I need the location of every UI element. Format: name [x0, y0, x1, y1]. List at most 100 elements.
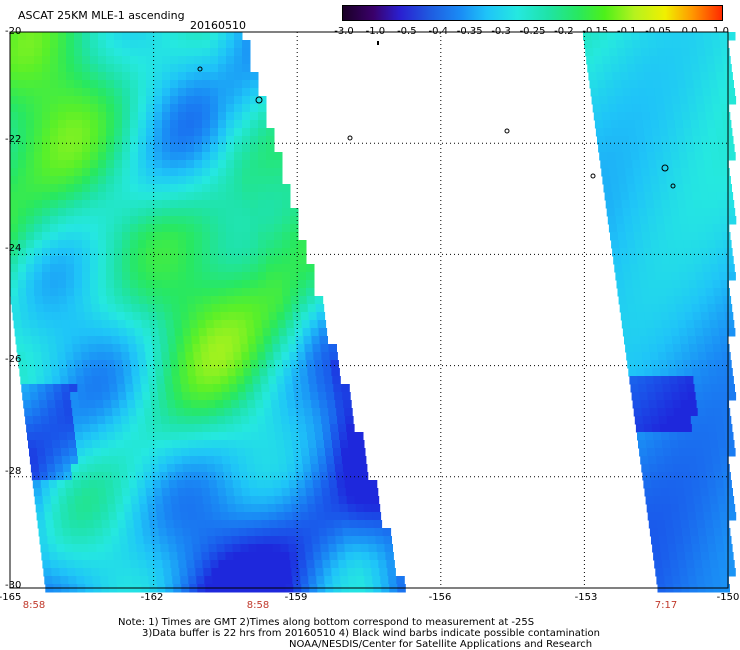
swath-cell — [107, 432, 116, 441]
swath-cell — [106, 152, 115, 161]
swath-cell — [631, 96, 641, 105]
swath-cell — [21, 384, 30, 393]
swath-cell — [234, 56, 243, 65]
swath-cell — [85, 384, 94, 393]
swath-cell — [646, 328, 656, 337]
swath-cell — [235, 304, 245, 313]
swath-cell — [141, 456, 151, 465]
swath-cell — [146, 296, 156, 305]
swath-cell — [194, 216, 203, 225]
swath-cell — [661, 432, 670, 441]
swath-cell — [130, 360, 139, 369]
swath-cell — [226, 96, 235, 105]
swath-cell — [713, 48, 722, 57]
swath-cell — [26, 216, 35, 225]
swath-cell — [686, 144, 695, 153]
swath-cell — [93, 520, 103, 529]
swath-cell — [350, 528, 360, 537]
swath-cell — [234, 496, 244, 505]
swath-cell — [210, 264, 219, 273]
swath-cell — [229, 456, 239, 465]
swath-cell — [90, 112, 99, 121]
swath-cell — [704, 456, 713, 465]
swath-cell — [198, 392, 207, 401]
swath-cell — [628, 368, 637, 377]
swath-cell — [727, 568, 736, 577]
swath-cell — [205, 384, 214, 393]
swath-cell — [258, 360, 267, 369]
swath-cell — [325, 384, 334, 393]
swath-cell — [696, 520, 706, 529]
swath-cell — [66, 424, 75, 433]
swath-cell — [44, 376, 53, 385]
swath-cell — [112, 544, 121, 553]
swath-cell — [58, 168, 67, 177]
swath-cell — [26, 264, 35, 273]
swath-cell — [170, 424, 179, 433]
swath-cell — [138, 360, 147, 369]
swath-cell — [86, 392, 95, 401]
swath-cell — [10, 280, 19, 289]
swath-cell — [45, 320, 55, 329]
swath-cell — [282, 216, 291, 225]
swath-cell — [174, 464, 184, 473]
swath-cell — [647, 512, 657, 521]
swath-cell — [154, 192, 163, 201]
swath-cell — [600, 104, 610, 113]
swath-cell — [42, 56, 51, 65]
island-outline — [590, 173, 596, 179]
swath-cell — [339, 568, 348, 577]
swath-cell — [215, 536, 224, 545]
swath-cell — [670, 384, 679, 393]
swath-cell — [34, 232, 43, 241]
swath-cell — [226, 136, 235, 145]
swath-cell — [79, 400, 88, 409]
swath-cell — [114, 72, 123, 81]
swath-cell — [640, 104, 650, 113]
swath-cell — [223, 536, 232, 545]
swath-cell — [293, 456, 303, 465]
swath-cell — [152, 408, 161, 417]
swath-cell — [42, 360, 51, 369]
swath-cell — [720, 456, 729, 465]
swath-cell — [643, 184, 652, 193]
swath-cell — [111, 536, 120, 545]
swath-cell — [150, 464, 160, 473]
swath-cell — [672, 400, 682, 409]
swath-cell — [162, 256, 171, 265]
swath-cell — [167, 536, 176, 545]
swath-cell — [708, 488, 717, 497]
swath-cell — [195, 568, 204, 577]
swath-cell — [250, 240, 259, 249]
swath-cell — [604, 192, 614, 201]
swath-cell — [162, 240, 171, 249]
swath-cell — [270, 528, 280, 537]
swath-cell — [328, 344, 337, 353]
swath-cell — [339, 432, 348, 441]
swath-cell — [298, 296, 308, 305]
swath-cell — [156, 576, 165, 585]
swath-cell — [623, 152, 632, 161]
swath-cell — [686, 264, 695, 273]
swath-cell — [134, 392, 143, 401]
swath-cell — [145, 488, 155, 497]
swath-cell — [701, 376, 710, 385]
swath-cell — [198, 464, 208, 473]
swath-cell — [60, 576, 69, 585]
swath-cell — [215, 472, 225, 481]
swath-cell — [120, 344, 129, 353]
swath-cell — [258, 496, 268, 505]
swath-cell — [250, 264, 259, 273]
swath-cell — [42, 176, 51, 185]
swath-cell — [276, 512, 286, 521]
swath-cell — [53, 448, 62, 457]
swath-cell — [258, 560, 267, 569]
swath-cell — [637, 376, 646, 385]
swath-cell — [90, 216, 99, 225]
swath-cell — [676, 312, 686, 321]
swath-cell — [212, 576, 221, 585]
swath-cell — [50, 128, 59, 137]
swath-cell — [26, 64, 35, 73]
swath-cell — [301, 448, 310, 457]
swath-cell — [640, 336, 649, 345]
